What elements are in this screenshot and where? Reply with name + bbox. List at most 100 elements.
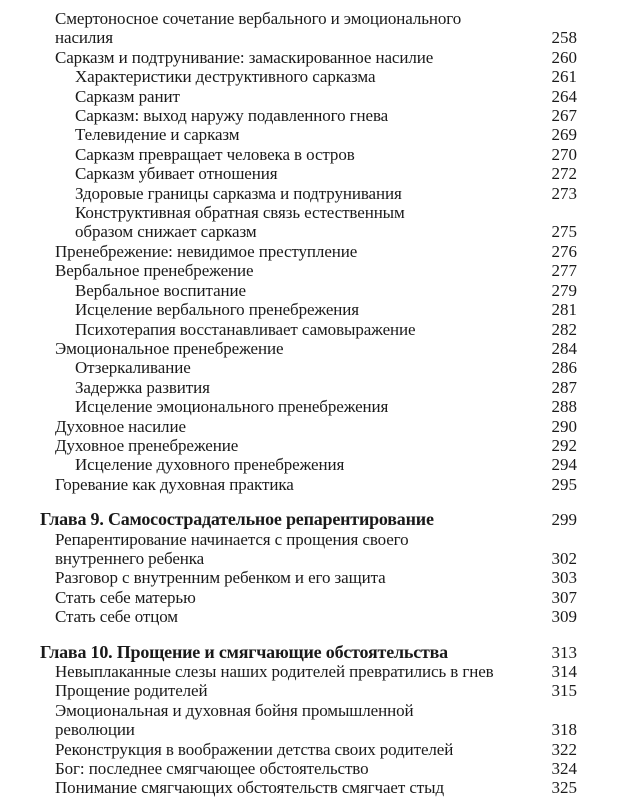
toc-line: Глава 10. Прощение и смягчающие обстояте… (40, 643, 577, 662)
toc-line: Психотерапия восстанавливает самовыражен… (75, 320, 577, 339)
toc-entry-title: Задержка развития (75, 377, 210, 397)
toc-entry-title: Сарказм и подтрунивание: замаскированное… (55, 47, 434, 67)
toc-entry: Бог: последнее смягчающее обстоятельство… (0, 759, 577, 778)
toc-entry-page-number: 324 (551, 759, 578, 779)
toc-entry-page-number: 272 (551, 164, 578, 184)
toc-entry: Сарказм убивает отношения 272 (0, 164, 577, 183)
toc-entry-page-number: 269 (551, 125, 578, 145)
toc-line: Разговор с внутренним ребенком и его защ… (55, 568, 577, 587)
toc-line: Отзеркаливание 286 (75, 358, 577, 377)
toc-entry-title: Бог: последнее смягчающее обстоятельство (55, 759, 369, 779)
toc-entry-title: Стать себе матерью (55, 587, 196, 607)
toc-entry: Телевидение и сарказм 269 (0, 125, 577, 144)
toc-entry: Пренебрежение: невидимое преступление 27… (0, 242, 577, 261)
toc-line: образом снижает сарказм 275 (75, 222, 577, 241)
toc-entry: Психотерапия восстанавливает самовыражен… (0, 320, 577, 339)
toc-line: Репарентирование начинается с прощения с… (55, 530, 577, 549)
toc-entry-page-number: 325 (551, 778, 578, 798)
toc-line: внутреннего ребенка 302 (55, 549, 577, 568)
toc-line: Прощение родителей 315 (55, 681, 577, 700)
toc-entry-title: насилия (55, 28, 113, 48)
toc-line: Сарказм убивает отношения 272 (75, 164, 577, 183)
toc-entry: Понимание смягчающих обстоятельств смягч… (0, 778, 577, 797)
toc-entry: Здоровые границы сарказма и подтрунивани… (0, 184, 577, 203)
toc-line: Бог: последнее смягчающее обстоятельство… (55, 759, 577, 778)
toc-entry: Репарентирование начинается с прощения с… (0, 530, 577, 569)
toc-entry-title: Понимание смягчающих обстоятельств смягч… (55, 778, 444, 798)
toc-line: Сарказм превращает человека в остров 270 (75, 145, 577, 164)
toc-entry: Исцеление эмоционального пренебрежения 2… (0, 397, 577, 416)
toc-entry: Горевание как духовная практика 295 (0, 475, 577, 494)
toc-line: Пренебрежение: невидимое преступление 27… (55, 242, 577, 261)
toc-entry-page-number: 309 (551, 607, 578, 627)
toc-line: Стать себе матерью 307 (55, 588, 577, 607)
toc-entry-title: Смертоносное сочетание вербального и эмо… (55, 9, 462, 28)
toc-entry: Характеристики деструктивного сарказма 2… (0, 67, 577, 86)
toc-entry: Смертоносное сочетание вербального и эмо… (0, 9, 577, 48)
toc-entry-page-number: 318 (551, 720, 578, 740)
toc-entry-page-number: 299 (551, 510, 578, 530)
toc-chapter-title: Глава 10. Прощение и смягчающие обстояте… (40, 642, 448, 662)
toc-entry-title: Психотерапия восстанавливает самовыражен… (75, 319, 416, 339)
toc-entry: Вербальное воспитание 279 (0, 281, 577, 300)
toc-entry-title: Горевание как духовная практика (55, 474, 294, 494)
toc-chapter-entry: Глава 10. Прощение и смягчающие обстояте… (0, 643, 577, 662)
toc-entry-page-number: 287 (551, 377, 578, 397)
toc-entry-page-number: 315 (551, 681, 578, 701)
toc-entry-title: Здоровые границы сарказма и подтрунивани… (75, 183, 402, 203)
toc-entry-page-number: 275 (551, 222, 578, 242)
toc-entry-title: Эмоциональное пренебрежение (55, 338, 284, 358)
toc-entry: Конструктивная обратная связь естественн… (0, 203, 577, 242)
toc-entry-title: Стать себе отцом (55, 607, 178, 627)
toc-entry: Сарказм ранит 264 (0, 87, 577, 106)
toc-entry-page-number: 288 (551, 397, 578, 417)
toc-entry-page-number: 295 (551, 474, 578, 494)
toc-entry-title: Исцеление духовного пренебрежения (75, 455, 345, 475)
toc-line: Вербальное воспитание 279 (75, 281, 577, 300)
toc-entry-title: Репарентирование начинается с прощения с… (55, 529, 409, 549)
toc-entry: Духовное насилие 290 (0, 417, 577, 436)
toc-entry-title: Сарказм убивает отношения (75, 164, 278, 184)
toc-chapter-entry: Глава 9. Самосострадательное репарентиро… (0, 510, 577, 529)
toc-entry: Сарказм: выход наружу подавленного гнева… (0, 106, 577, 125)
toc-entry-title: Сарказм: выход наружу подавленного гнева (75, 106, 389, 126)
toc-entry-page-number: 279 (551, 280, 578, 300)
toc-entry: Исцеление духовного пренебрежения 294 (0, 455, 577, 474)
toc-entry-page-number: 292 (551, 435, 578, 455)
toc-line: Здоровые границы сарказма и подтрунивани… (75, 184, 577, 203)
toc-entry: Разговор с внутренним ребенком и его защ… (0, 568, 577, 587)
toc-entry-title: Реконструкция в воображении детства свои… (55, 739, 454, 759)
toc-entry: Духовное пренебрежение 292 (0, 436, 577, 455)
toc-line: Вербальное пренебрежение 277 (55, 261, 577, 280)
toc-entry-page-number: 264 (551, 86, 578, 106)
toc-entry-title: Исцеление эмоционального пренебрежения (75, 397, 389, 417)
toc-entry-page-number: 258 (551, 28, 578, 48)
toc-entry: Отзеркаливание 286 (0, 358, 577, 377)
toc-entry-title: внутреннего ребенка (55, 548, 205, 568)
toc-chapter-title: Глава 9. Самосострадательное репарентиро… (40, 510, 434, 530)
toc-line: революции 318 (55, 720, 577, 739)
toc-entry-page-number: 282 (551, 319, 578, 339)
toc-line: Стать себе отцом 309 (55, 607, 577, 626)
toc-line: Исцеление духовного пренебрежения 294 (75, 455, 577, 474)
toc-entry-title: Духовное пренебрежение (55, 435, 239, 455)
toc-entry-title: Характеристики деструктивного сарказма (75, 67, 376, 87)
toc-line: Глава 9. Самосострадательное репарентиро… (40, 510, 577, 529)
toc-entry-title: революции (55, 720, 135, 740)
toc-line: Эмоциональная и духовная бойня промышлен… (55, 701, 577, 720)
toc-entry-title: Духовное насилие (55, 416, 186, 436)
toc-line: Сарказм и подтрунивание: замаскированное… (55, 48, 577, 67)
toc-line: Исцеление эмоционального пренебрежения 2… (75, 397, 577, 416)
toc-line: Реконструкция в воображении детства свои… (55, 740, 577, 759)
toc-entry-page-number: 261 (551, 67, 578, 87)
toc-entry-page-number: 313 (551, 642, 578, 662)
toc-entry-title: Вербальное пренебрежение (55, 261, 254, 281)
toc-line: Горевание как духовная практика 295 (55, 475, 577, 494)
toc-entry-page-number: 303 (551, 568, 578, 588)
toc-line: насилия 258 (55, 28, 577, 47)
toc-entry-title: Разговор с внутренним ребенком и его защ… (55, 568, 386, 588)
toc-line: Сарказм: выход наружу подавленного гнева… (75, 106, 577, 125)
toc-entry: Стать себе матерью 307 (0, 588, 577, 607)
toc-entry-title: образом снижает сарказм (75, 222, 257, 242)
toc-entry-page-number: 286 (551, 358, 578, 378)
